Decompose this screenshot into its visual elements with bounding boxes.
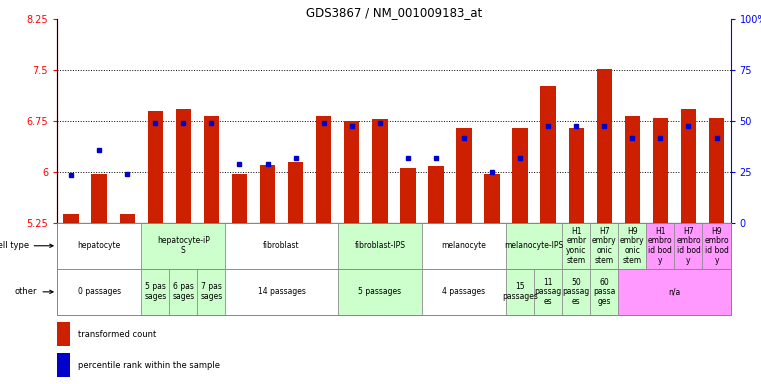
Bar — [142, 223, 225, 269]
Bar — [422, 269, 506, 315]
Text: 0 passages: 0 passages — [78, 287, 121, 296]
Bar — [540, 86, 556, 223]
Bar — [428, 166, 444, 223]
Bar — [204, 116, 219, 223]
Bar — [591, 269, 618, 315]
Bar — [338, 269, 422, 315]
Text: 5 pas
sages: 5 pas sages — [144, 283, 167, 301]
Text: hepatocyte: hepatocyte — [78, 241, 121, 250]
Text: other: other — [15, 287, 53, 296]
Bar — [57, 322, 70, 346]
Bar — [484, 174, 500, 223]
Bar — [57, 269, 142, 315]
Bar — [653, 118, 668, 223]
Bar — [562, 269, 591, 315]
Bar — [702, 223, 731, 269]
Bar — [591, 223, 618, 269]
Text: 4 passages: 4 passages — [442, 287, 486, 296]
Text: H9
embro
id bod
y: H9 embro id bod y — [704, 227, 729, 265]
Bar — [169, 269, 197, 315]
Text: 5 passages: 5 passages — [358, 287, 401, 296]
Bar — [562, 223, 591, 269]
Title: GDS3867 / NM_001009183_at: GDS3867 / NM_001009183_at — [306, 6, 482, 19]
Text: fibroblast: fibroblast — [263, 241, 300, 250]
Bar — [618, 269, 731, 315]
Text: percentile rank within the sample: percentile rank within the sample — [78, 361, 220, 370]
Text: 50
passag
es: 50 passag es — [562, 278, 590, 306]
Bar — [232, 174, 247, 223]
Text: 11
passag
es: 11 passag es — [534, 278, 562, 306]
Text: H1
embro
id bod
y: H1 embro id bod y — [648, 227, 673, 265]
Bar — [422, 223, 506, 269]
Bar — [288, 162, 304, 223]
Bar — [225, 223, 338, 269]
Text: 7 pas
sages: 7 pas sages — [200, 283, 222, 301]
Text: H7
embro
id bod
y: H7 embro id bod y — [677, 227, 701, 265]
Bar — [597, 69, 612, 223]
Bar — [119, 214, 135, 223]
Bar — [91, 174, 107, 223]
Text: 6 pas
sages: 6 pas sages — [172, 283, 195, 301]
Bar — [197, 269, 225, 315]
Text: melanocyte-IPS: melanocyte-IPS — [505, 241, 564, 250]
Bar — [506, 269, 534, 315]
Bar — [57, 223, 142, 269]
Text: n/a: n/a — [668, 287, 680, 296]
Bar — [63, 214, 79, 223]
Bar — [457, 128, 472, 223]
Text: melanocyte: melanocyte — [441, 241, 486, 250]
Bar — [316, 116, 331, 223]
Bar — [372, 119, 387, 223]
Bar — [568, 128, 584, 223]
Text: H1
embr
yonic
stem: H1 embr yonic stem — [566, 227, 587, 265]
Bar — [674, 223, 702, 269]
Bar — [646, 223, 674, 269]
Bar — [681, 109, 696, 223]
Text: H7
embry
onic
stem: H7 embry onic stem — [592, 227, 616, 265]
Bar — [225, 269, 338, 315]
Bar — [338, 223, 422, 269]
Text: cell type: cell type — [0, 241, 53, 250]
Bar — [176, 109, 191, 223]
Bar — [400, 169, 416, 223]
Text: transformed count: transformed count — [78, 330, 156, 339]
Text: 15
passages: 15 passages — [502, 283, 538, 301]
Bar — [512, 128, 528, 223]
Bar — [142, 269, 169, 315]
Bar — [625, 116, 640, 223]
Bar — [344, 121, 359, 223]
Bar — [148, 111, 163, 223]
Text: 14 passages: 14 passages — [258, 287, 305, 296]
Text: fibroblast-IPS: fibroblast-IPS — [355, 241, 406, 250]
Bar — [260, 165, 275, 223]
Bar — [57, 353, 70, 377]
Text: 60
passa
ges: 60 passa ges — [593, 278, 616, 306]
Text: H9
embry
onic
stem: H9 embry onic stem — [620, 227, 645, 265]
Text: hepatocyte-iP
S: hepatocyte-iP S — [157, 237, 210, 255]
Bar — [708, 118, 724, 223]
Bar — [618, 223, 646, 269]
Bar — [506, 223, 562, 269]
Bar — [534, 269, 562, 315]
